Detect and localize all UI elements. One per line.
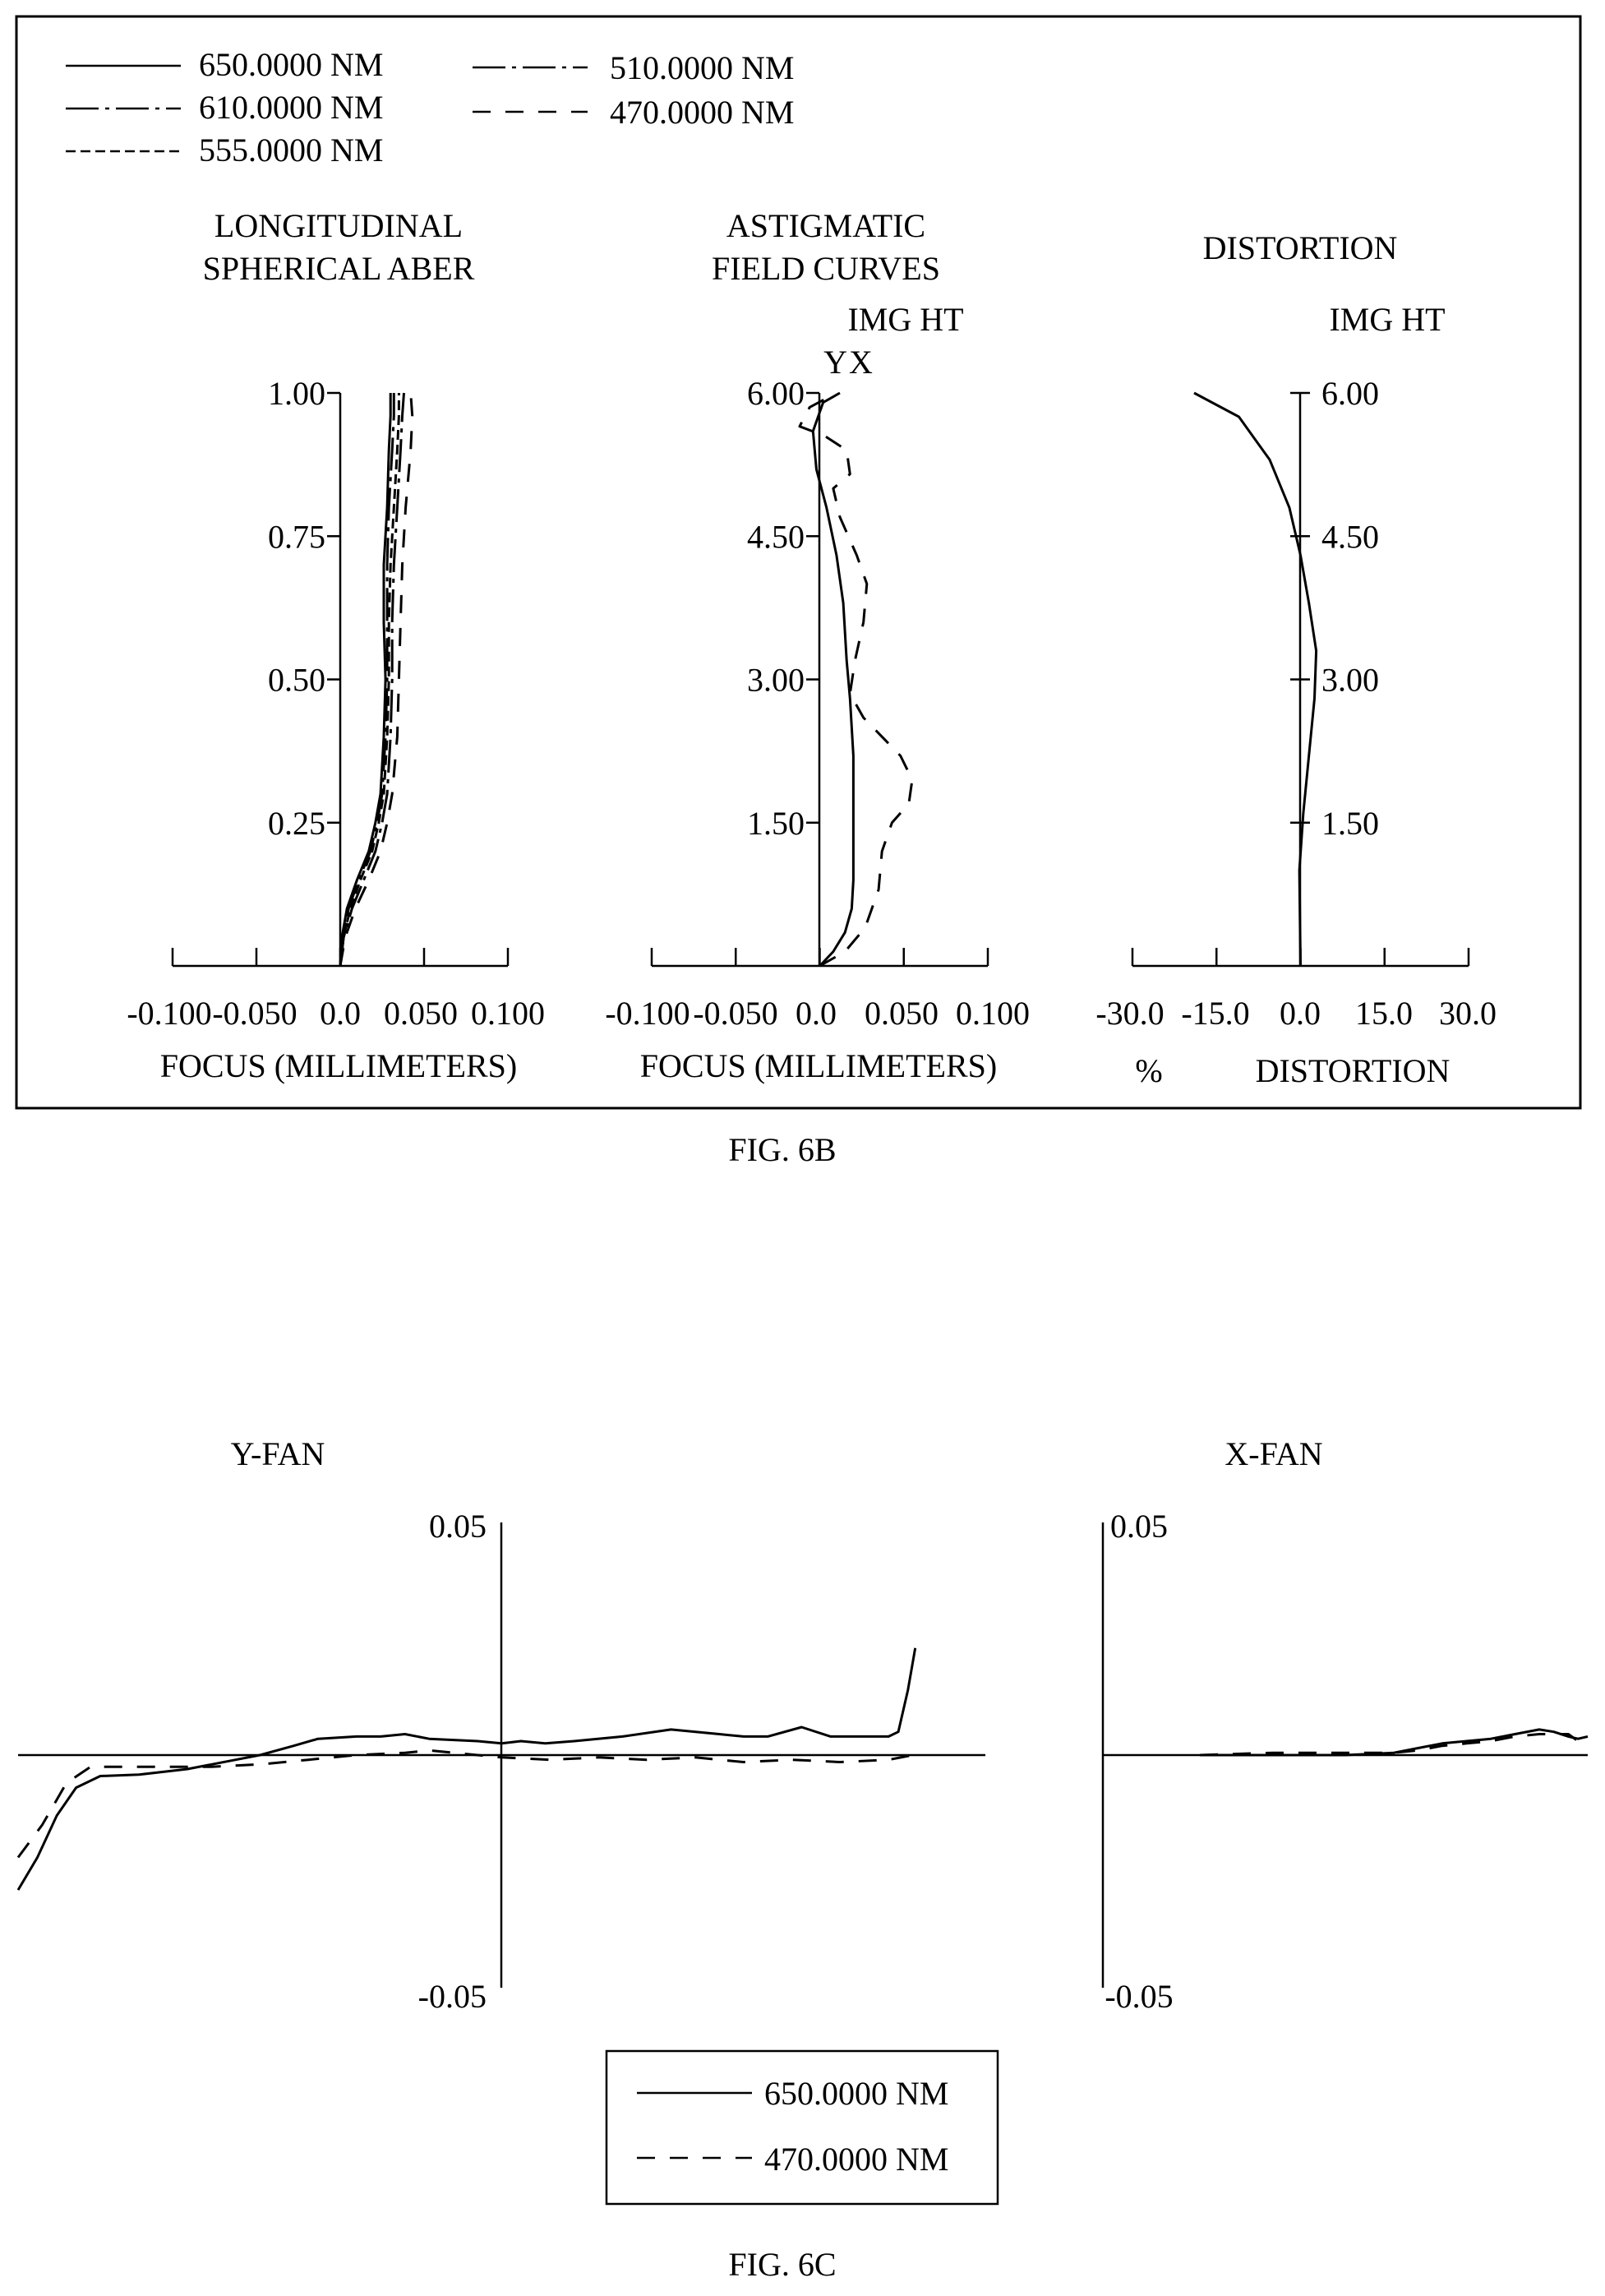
series-line-470-0000-nm — [16, 1749, 913, 1859]
chart-title: ASTIGMATIC — [726, 207, 925, 244]
chart-title: X-FAN — [1225, 1435, 1322, 1472]
chart-astigmatic: ASTIGMATIC FIELD CURVES IMG HT YX FOCUS … — [605, 207, 1030, 1084]
chart-yfan: Y-FAN 0.05 -0.05 — [16, 1435, 985, 2015]
y-axis-label: IMG HT — [1329, 301, 1445, 338]
x-tick-label: -30.0 — [1095, 995, 1164, 1032]
y-tick-label: 0.05 — [1110, 1508, 1168, 1545]
legend-label-470: 470.0000 NM — [610, 94, 794, 131]
y-tick-label: 0.75 — [268, 518, 325, 555]
fig6c-legend-frame — [605, 2049, 999, 2206]
chart-title: DISTORTION — [1203, 229, 1398, 266]
x-tick-label: 0.050 — [384, 995, 458, 1032]
legend-label-650: 650.0000 NM — [764, 2075, 948, 2112]
y-tick-label: 3.00 — [747, 662, 805, 699]
series-line-650-0000-nm — [339, 393, 392, 967]
chart-subtitle: FIELD CURVES — [712, 250, 940, 287]
y-tick-label: 1.00 — [268, 375, 325, 412]
fig6b-frame — [15, 15, 1582, 1110]
x-tick-label: -0.100 — [605, 995, 690, 1032]
y-tick-label: 0.25 — [268, 805, 325, 842]
fig6b-legend: 650.0000 NM 610.0000 NM 555.0000 NM 510.… — [66, 46, 794, 169]
series-line-solid — [811, 391, 855, 968]
legend-label-470: 470.0000 NM — [764, 2141, 948, 2178]
y-tick-label: 0.50 — [268, 662, 325, 699]
y-tick-label: 6.00 — [1321, 375, 1379, 412]
series-line-dashed — [798, 391, 914, 968]
series-line-470-0000-nm — [339, 392, 414, 967]
x-tick-label: 0.050 — [865, 995, 939, 1032]
x-tick-label: 0.0 — [1280, 995, 1321, 1032]
chart-title: LONGITUDINAL — [214, 207, 463, 244]
y-tick-label: 3.00 — [1321, 662, 1379, 699]
x-tick-label: 0.0 — [796, 995, 837, 1032]
series-line-555-0000-nm — [339, 393, 400, 967]
x-axis-label: DISTORTION — [1256, 1052, 1450, 1089]
legend-label-555: 555.0000 NM — [199, 132, 383, 169]
x-tick-label: -15.0 — [1181, 995, 1249, 1032]
y-tick-label: 0.05 — [429, 1508, 487, 1545]
series-line-650-0000-nm — [1200, 1728, 1589, 1757]
x-tick-label: 0.0 — [320, 995, 361, 1032]
series-line-solid — [1193, 391, 1318, 967]
chart-longitudinal: LONGITUDINAL SPHERICAL ABER FOCUS (MILLI… — [127, 207, 545, 1084]
y-tick-label: 1.50 — [1321, 805, 1379, 842]
fig6b-caption: FIG. 6B — [728, 1131, 836, 1168]
x-axis-label: FOCUS (MILLIMETERS) — [160, 1047, 517, 1084]
x-tick-label: 30.0 — [1439, 995, 1497, 1032]
y-tick-label: -0.05 — [418, 1978, 487, 2015]
x-tick-label: 0.100 — [956, 995, 1030, 1032]
fig6c-legend: 650.0000 NM 470.0000 NM — [605, 2049, 999, 2206]
y-tick-label: 6.00 — [747, 375, 805, 412]
y-tick-label: 4.50 — [747, 518, 805, 555]
y-tick-label: -0.05 — [1105, 1978, 1173, 2015]
x-axis-unit: % — [1135, 1052, 1162, 1089]
x-tick-label: 0.100 — [471, 995, 545, 1032]
y-tick-label: 1.50 — [747, 805, 805, 842]
chart-xfan: X-FAN 0.05 -0.05 — [1101, 1435, 1589, 2015]
curve-labels: YX — [823, 344, 874, 381]
chart-title: Y-FAN — [231, 1435, 325, 1472]
legend-label-610: 610.0000 NM — [199, 89, 383, 126]
series-line-470-0000-nm — [1199, 1733, 1589, 1757]
x-tick-label: 15.0 — [1355, 995, 1413, 1032]
legend-label-510: 510.0000 NM — [610, 49, 794, 86]
y-tick-label: 4.50 — [1321, 518, 1379, 555]
fig6c-caption: FIG. 6C — [728, 2246, 836, 2283]
chart-subtitle: SPHERICAL ABER — [203, 250, 475, 287]
y-axis-label: IMG HT — [847, 301, 963, 338]
series-line-650-0000-nm — [16, 1647, 917, 1891]
x-tick-label: -0.050 — [212, 995, 297, 1032]
x-tick-label: -0.050 — [693, 995, 777, 1032]
chart-distortion: DISTORTION IMG HT % DISTORTION -30.0 -15.… — [1095, 229, 1497, 1089]
x-axis-label: FOCUS (MILLIMETERS) — [640, 1047, 997, 1084]
series-line-610-0000-nm — [339, 393, 395, 967]
x-tick-label: -0.100 — [127, 995, 211, 1032]
legend-label-650: 650.0000 NM — [199, 46, 383, 83]
series-line-510-0000-nm — [339, 392, 405, 967]
